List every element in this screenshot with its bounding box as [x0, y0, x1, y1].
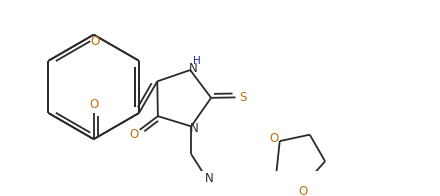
Text: H: H: [193, 56, 201, 66]
Text: O: O: [89, 98, 99, 111]
Text: N: N: [189, 122, 198, 135]
Text: N: N: [188, 62, 197, 75]
Text: O: O: [129, 128, 138, 141]
Text: S: S: [240, 91, 247, 104]
Text: O: O: [298, 185, 308, 196]
Text: N: N: [205, 172, 214, 185]
Text: O: O: [91, 35, 100, 48]
Text: O: O: [270, 132, 279, 145]
